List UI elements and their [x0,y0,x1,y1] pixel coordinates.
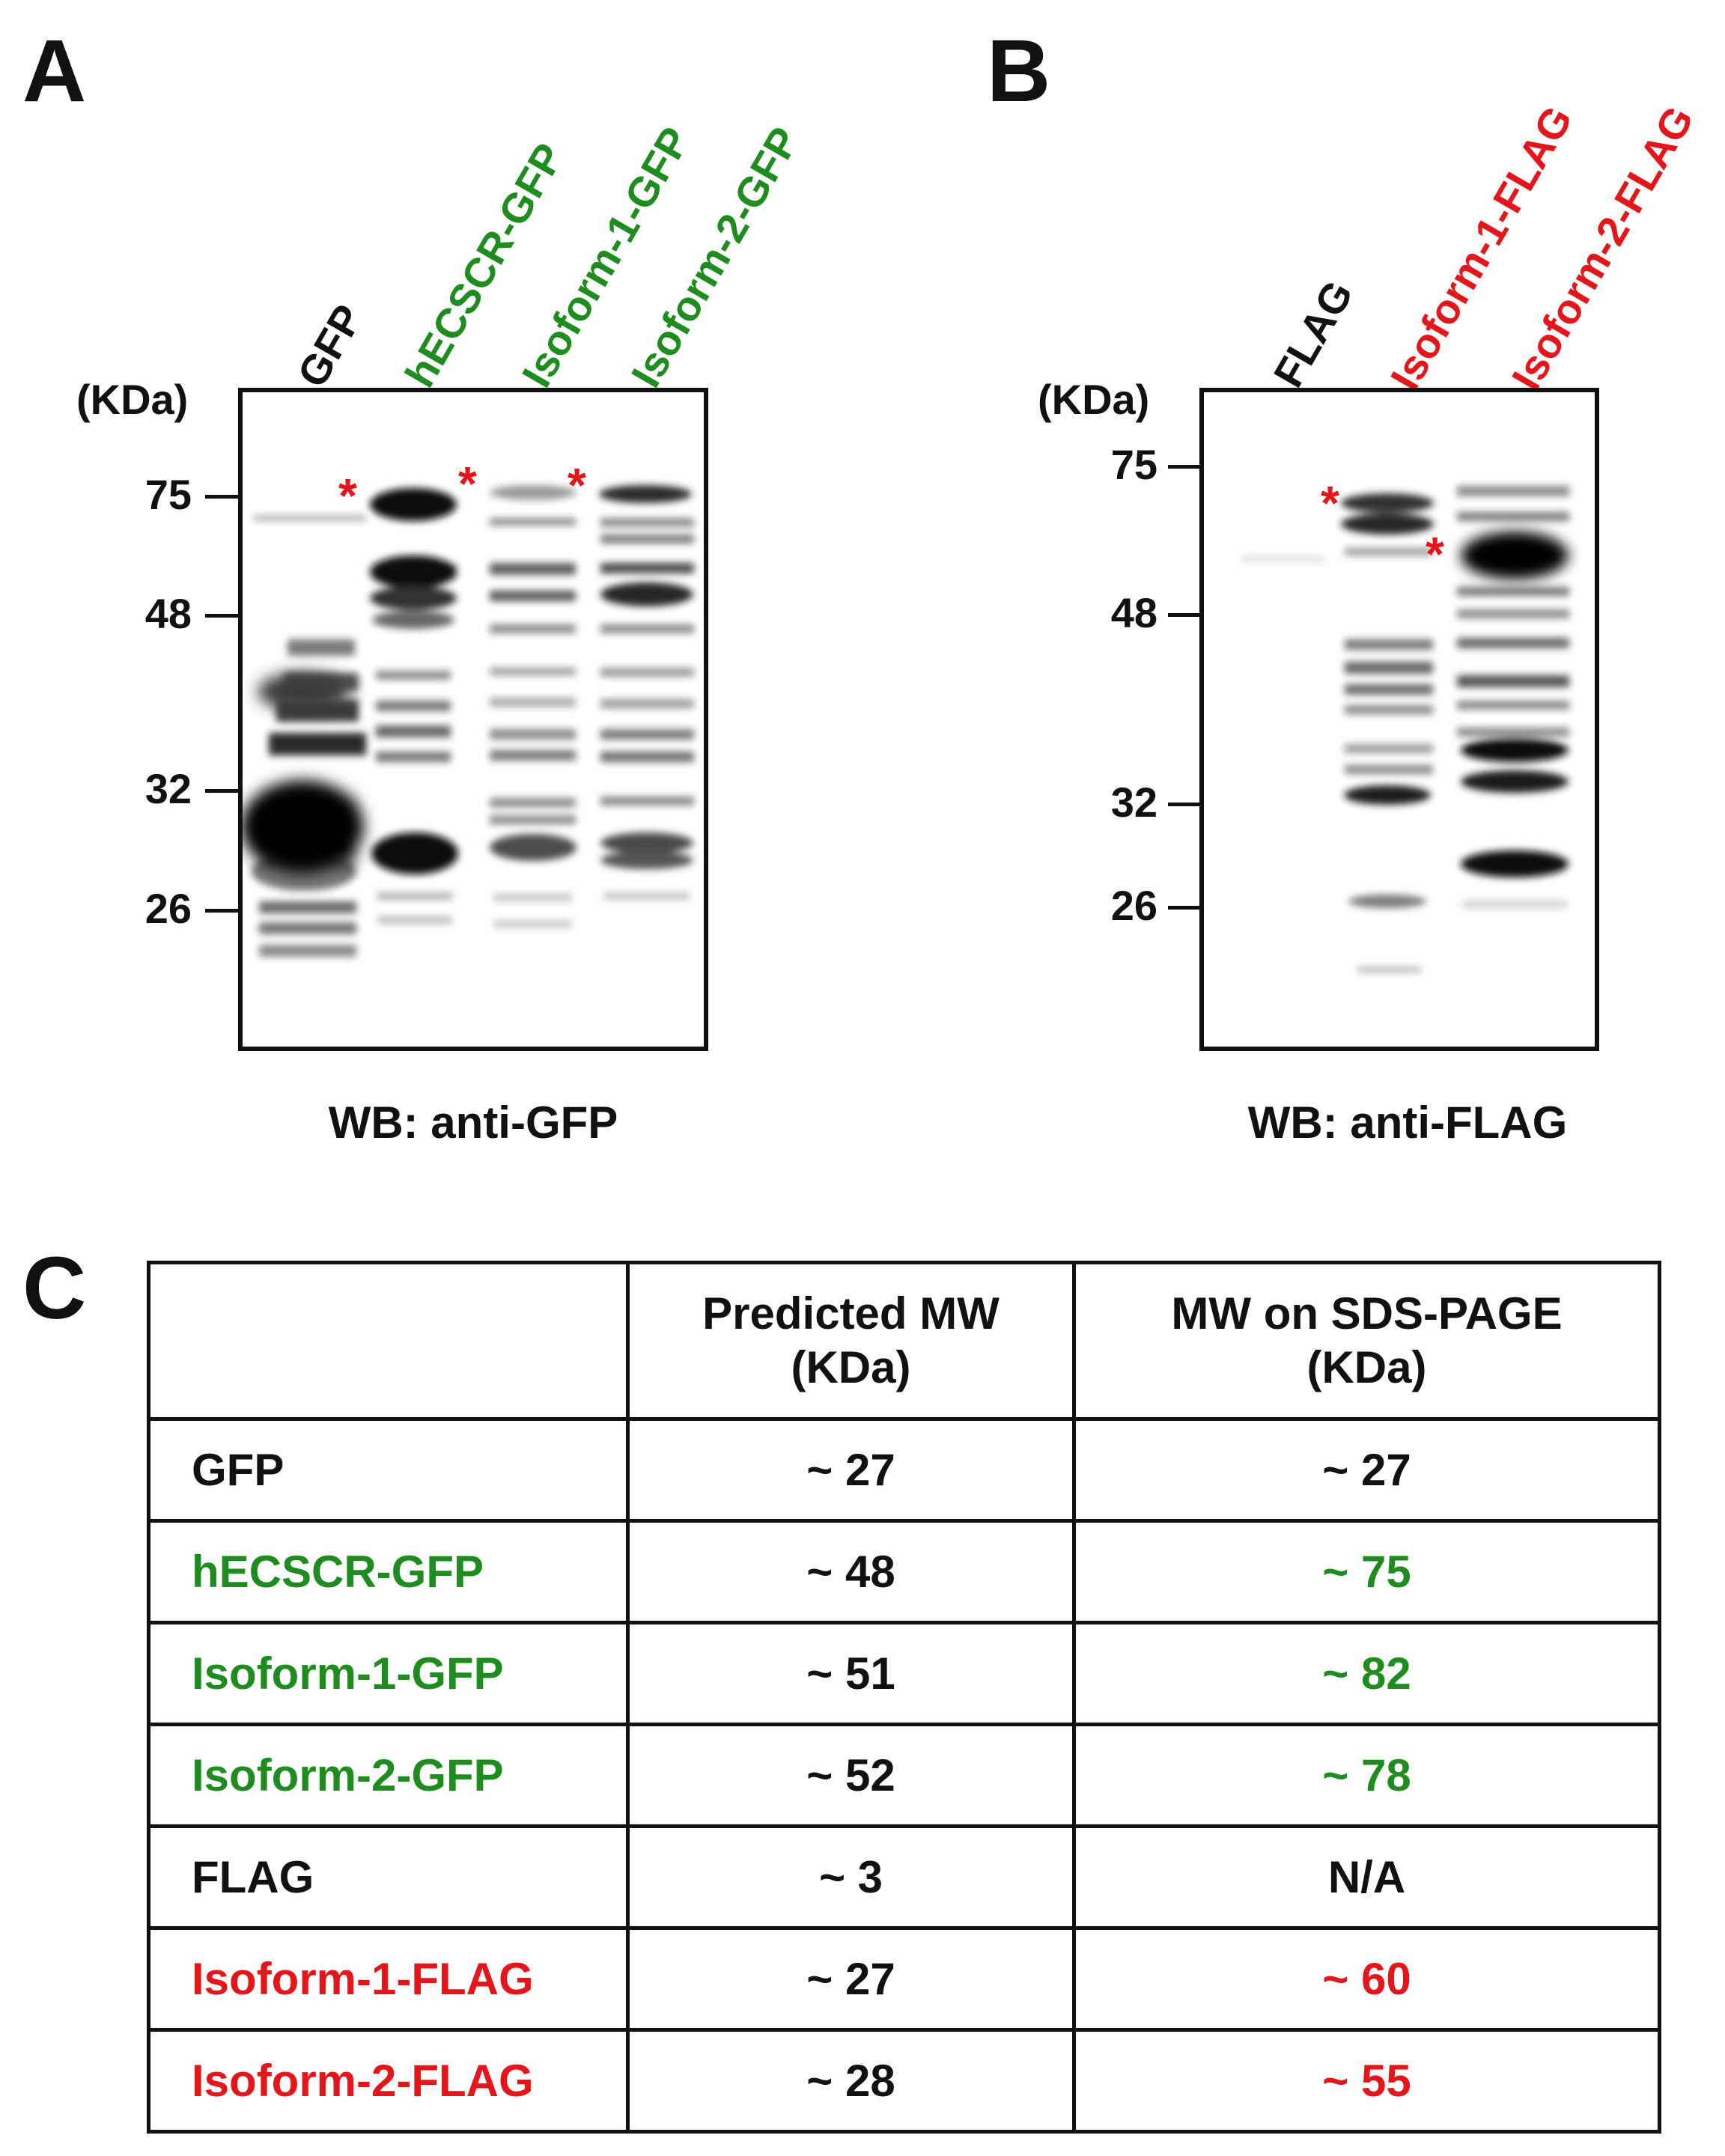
predicted-mw-cell: ~ 52 [626,1723,1076,1828]
table-row: Isoform-1-GFP ~ 51 ~ 82 [147,1621,1661,1726]
band-marker-star: * [338,469,357,523]
observed-mw-cell: ~ 78 [1072,1723,1661,1828]
marker-tick [1168,803,1204,806]
predicted-mw-cell: ~ 3 [626,1824,1076,1930]
marker-label: 32 [144,765,192,812]
observed-mw-cell: ~ 27 [1072,1417,1661,1523]
table-row: FLAG ~ 3 N/A [147,1824,1661,1930]
row-name-cell: Isoform-1-GFP [147,1621,630,1726]
table-header-row: Predicted MW (KDa) MW on SDS-PAGE (KDa) [147,1261,1661,1421]
row-name-cell: FLAG [147,1824,630,1930]
kda-unit-label: (KDa) [1038,376,1150,423]
marker-tick [205,789,241,793]
marker-label: 32 [1110,779,1157,826]
observed-mw-cell: N/A [1072,1824,1661,1930]
row-name-cell: Isoform-1-FLAG [147,1926,630,2032]
observed-mw-cell: ~ 82 [1072,1621,1661,1726]
molecular-weight-table: Predicted MW (KDa) MW on SDS-PAGE (KDa) … [147,1261,1661,2134]
predicted-mw-cell: ~ 48 [626,1519,1076,1624]
blot-image-a [243,485,694,957]
row-name-cell: hECSCR-GFP [147,1519,630,1624]
table-row: Isoform-2-FLAG ~ 28 ~ 55 [147,2028,1661,2134]
marker-label: 26 [1110,882,1157,929]
row-name-cell: Isoform-2-FLAG [147,2028,630,2134]
band-marker-star: * [568,458,586,512]
marker-tick [1168,906,1204,910]
lane-label-gfp: GFP [288,296,372,395]
marker-tick [1168,465,1204,469]
band-marker-star: * [458,457,477,511]
marker-label: 75 [144,471,192,518]
table-row: GFP ~ 27 ~ 27 [147,1417,1661,1523]
table-header-predicted-mw: Predicted MW (KDa) [626,1261,1076,1421]
table-row: hECSCR-GFP ~ 48 ~ 75 [147,1519,1661,1624]
marker-label: 48 [1110,589,1157,636]
caption-wb-anti-gfp: WB: anti-GFP [328,1097,618,1148]
western-blot-a [238,388,708,1051]
band-marker-star: * [1321,476,1339,530]
marker-tick [1168,613,1204,617]
blot-image-b [1241,486,1569,972]
observed-mw-cell: ~ 75 [1072,1519,1661,1624]
predicted-mw-cell: ~ 27 [626,1926,1076,2032]
panel-b-letter: B [987,22,1051,121]
table-row: Isoform-1-FLAG ~ 27 ~ 60 [147,1926,1661,2032]
lane-label-flag: FLAG [1264,272,1363,395]
marker-tick [205,909,241,913]
predicted-mw-cell: ~ 27 [626,1417,1076,1523]
marker-tick [205,495,241,499]
predicted-mw-cell: ~ 51 [626,1621,1076,1726]
table-header-sds-page-mw: MW on SDS-PAGE (KDa) [1072,1261,1661,1421]
table-row: Isoform-2-GFP ~ 52 ~ 78 [147,1723,1661,1828]
observed-mw-cell: ~ 60 [1072,1926,1661,2032]
band-marker-star: * [1426,527,1444,581]
predicted-mw-cell: ~ 28 [626,2028,1076,2134]
panel-c-letter: C [22,1239,87,1338]
kda-unit-label: (KDa) [76,376,189,423]
marker-tick [205,614,241,618]
marker-label: 26 [144,885,192,932]
marker-label: 48 [144,590,192,637]
table-header-blank [147,1261,630,1421]
row-name-cell: Isoform-2-GFP [147,1723,630,1828]
western-blot-b [1199,388,1599,1051]
observed-mw-cell: ~ 55 [1072,2028,1661,2134]
marker-label: 75 [1110,441,1157,488]
row-name-cell: GFP [147,1417,630,1523]
panel-a-letter: A [22,22,87,121]
caption-wb-anti-flag: WB: anti-FLAG [1247,1097,1568,1148]
